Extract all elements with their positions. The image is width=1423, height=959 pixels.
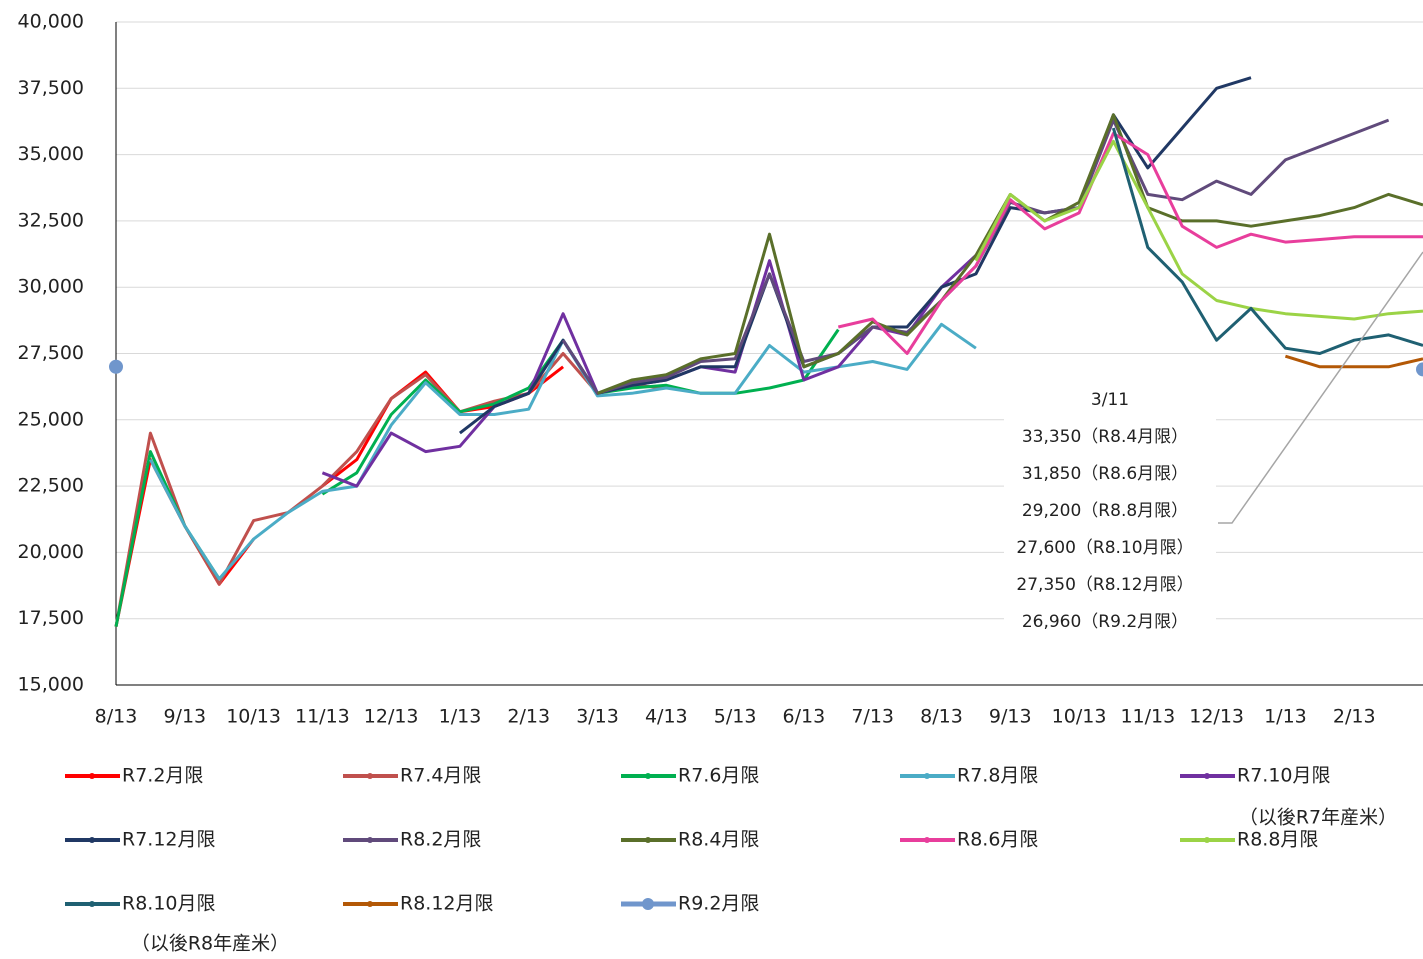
legend-label: R8.12月限 <box>400 893 494 915</box>
legend-marker <box>642 898 654 910</box>
x-tick-label: 10/13 <box>226 706 281 728</box>
legend: R7.2月限 R7.4月限 R7.6月限 R7.8月限 R7.10月限 R7.12月限 R8… <box>65 765 1397 955</box>
annotation-line: 33,350（R8.4月限） <box>1022 427 1188 447</box>
annotation-line: 27,350（R8.12月限） <box>1016 575 1193 595</box>
legend-label: R7.2月限 <box>122 765 203 787</box>
legend-label: R7.4月限 <box>400 765 481 787</box>
x-tick-label: 1/13 <box>439 706 482 728</box>
x-tick-label: 9/13 <box>989 706 1032 728</box>
plot-area <box>109 78 1423 627</box>
series-line <box>976 141 1423 319</box>
legend-marker <box>367 773 373 779</box>
x-tick-label: 8/13 <box>920 706 963 728</box>
series-line <box>150 324 976 579</box>
series-line <box>838 133 1423 353</box>
x-tick-label: 1/13 <box>1264 706 1307 728</box>
x-tick-label: 10/13 <box>1052 706 1107 728</box>
y-tick-label: 20,000 <box>18 541 84 563</box>
y-tick-label: 15,000 <box>18 674 84 696</box>
y-tick-label: 37,500 <box>18 77 84 99</box>
legend-marker <box>924 837 930 843</box>
legend-marker <box>367 901 373 907</box>
legend-marker <box>89 837 95 843</box>
annotation-line: 29,200（R8.8月限） <box>1022 501 1188 521</box>
y-tick-label: 32,500 <box>18 209 84 231</box>
x-tick-label: 2/13 <box>1333 706 1376 728</box>
y-tick-label: 40,000 <box>18 11 84 33</box>
series-line <box>1285 356 1423 367</box>
legend-marker <box>89 773 95 779</box>
legend-label: R8.2月限 <box>400 829 481 851</box>
series-line <box>322 255 976 486</box>
y-tick-label: 35,000 <box>18 143 84 165</box>
leader-line <box>1218 252 1423 523</box>
y-tick-label: 27,500 <box>18 342 84 364</box>
y-tick-label: 22,500 <box>18 475 84 497</box>
legend-label: R8.4月限 <box>678 829 759 851</box>
y-tick-label: 17,500 <box>18 607 84 629</box>
legend-marker <box>1204 773 1210 779</box>
annotation-line: 27,600（R8.10月限） <box>1016 538 1193 558</box>
y-tick-label: 30,000 <box>18 276 84 298</box>
annotation-line: 26,960（R9.2月限） <box>1022 612 1188 632</box>
x-tick-label: 4/13 <box>645 706 688 728</box>
x-tick-label: 12/13 <box>1189 706 1244 728</box>
legend-label: R7.12月限 <box>122 829 216 851</box>
legend-marker <box>645 773 651 779</box>
x-tick-label: 6/13 <box>783 706 826 728</box>
x-tick-label: 11/13 <box>1120 706 1175 728</box>
legend-label: R8.10月限 <box>122 893 216 915</box>
legend-label: R7.10月限 <box>1237 765 1331 787</box>
annotation: 3/11 33,350（R8.4月限） 31,850（R8.6月限） 29,200（R… <box>1004 252 1423 641</box>
series-line <box>460 78 1251 433</box>
legend-label: R8.6月限 <box>957 829 1038 851</box>
series-line <box>116 354 666 627</box>
x-tick-label: 3/13 <box>576 706 619 728</box>
legend-note: （以後R8年産米） <box>131 933 289 955</box>
x-tick-label: 9/13 <box>163 706 206 728</box>
legend-marker <box>924 773 930 779</box>
legend-label: R7.6月限 <box>678 765 759 787</box>
x-tick-label: 11/13 <box>295 706 350 728</box>
legend-marker <box>367 837 373 843</box>
series-point <box>1416 362 1423 376</box>
annotation-date: 3/11 <box>1091 390 1129 410</box>
y-tick-label: 25,000 <box>18 408 84 430</box>
legend-label: R7.8月限 <box>957 765 1038 787</box>
series-point <box>109 360 123 374</box>
series-line <box>116 330 838 627</box>
x-tick-label: 2/13 <box>507 706 550 728</box>
legend-marker <box>1204 837 1210 843</box>
x-tick-label: 7/13 <box>851 706 894 728</box>
x-tick-label: 12/13 <box>364 706 419 728</box>
legend-label: R9.2月限 <box>678 893 759 915</box>
legend-marker <box>645 837 651 843</box>
series-line <box>1113 128 1423 353</box>
legend-note: （以後R7年産米） <box>1239 807 1397 829</box>
legend-marker <box>89 901 95 907</box>
legend-label: R8.8月限 <box>1237 829 1318 851</box>
x-tick-label: 5/13 <box>714 706 757 728</box>
x-tick-label: 8/13 <box>95 706 138 728</box>
annotation-line: 31,850（R8.6月限） <box>1022 464 1188 484</box>
